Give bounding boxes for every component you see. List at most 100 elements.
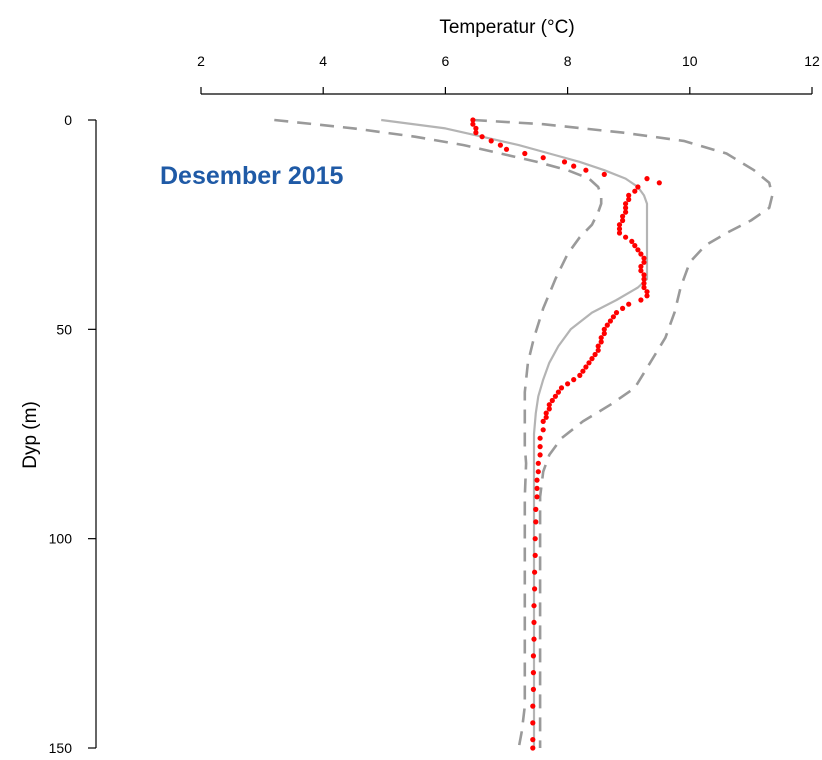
observed-temperature-point [530, 670, 537, 676]
observed-temperature-point [644, 176, 650, 182]
observed-temperature-point [583, 364, 589, 370]
observed-temperature-point [534, 494, 540, 500]
observed-temperature-point [623, 205, 629, 211]
observed-temperature-point [534, 485, 540, 491]
observed-temperature-point [616, 226, 623, 232]
observed-temperature-point [632, 243, 638, 249]
observed-temperature-point [470, 117, 476, 123]
observed-temperature-point [616, 222, 623, 228]
observed-temperature-point [623, 209, 629, 215]
observed-temperature-point [601, 171, 607, 177]
observed-temperature-point [583, 167, 589, 173]
profile-lines-group [274, 118, 774, 749]
x-tick-label: 4 [319, 53, 327, 69]
observed-temperature-point [629, 238, 635, 244]
observed-temperature-point [586, 360, 592, 366]
observed-temperature-point [552, 393, 559, 399]
observed-temperature-point [532, 552, 538, 559]
observed-temperature-point [531, 603, 537, 609]
observed-temperature-point [620, 217, 626, 224]
observed-temperature-point [488, 138, 494, 144]
y-tick-label: 150 [49, 740, 73, 756]
observed-temperature-point [626, 301, 632, 307]
observed-temperature-point [530, 686, 537, 693]
observed-points-group [470, 117, 662, 751]
x-tick-label: 2 [197, 53, 205, 69]
observed-temperature-point [530, 745, 536, 751]
observed-temperature-point [540, 155, 546, 161]
observed-temperature-point [589, 356, 595, 362]
observed-temperature-point [635, 184, 641, 190]
observed-temperature-point [532, 586, 538, 592]
observed-temperature-point [473, 125, 479, 131]
observed-temperature-point [620, 213, 626, 219]
observed-temperature-point [571, 163, 577, 169]
observed-temperature-point [638, 263, 644, 270]
observed-temperature-point [540, 427, 546, 433]
y-tick-label: 100 [49, 531, 73, 547]
observed-temperature-point [620, 305, 626, 311]
observed-temperature-point [533, 506, 539, 512]
observed-temperature-point [530, 653, 537, 659]
observed-temperature-point [598, 335, 604, 341]
x-tick-label: 8 [564, 53, 572, 69]
observed-temperature-point [641, 272, 647, 278]
observed-temperature-point [626, 192, 632, 198]
x-tick-label: 10 [682, 53, 698, 69]
observed-temperature-point [616, 230, 623, 236]
observed-temperature-point [565, 381, 571, 387]
observed-temperature-point [531, 636, 537, 642]
observed-temperature-point [601, 330, 607, 337]
observed-temperature-point [610, 314, 617, 320]
observed-temperature-point [641, 255, 647, 261]
y-axis-title: Dyp (m) [20, 401, 41, 469]
observed-temperature-point [635, 247, 641, 253]
observed-temperature-point [641, 259, 647, 265]
x-tick-label: 12 [804, 53, 820, 69]
mean-profile-line [381, 118, 649, 748]
observed-temperature-point [641, 276, 647, 282]
observed-temperature-point [641, 284, 647, 291]
lower-envelope-line [274, 118, 603, 749]
observed-temperature-point [595, 343, 601, 349]
observed-temperature-point [638, 251, 644, 257]
observed-temperature-point [530, 737, 536, 743]
observed-temperature-point [607, 318, 614, 324]
observed-temperature-point [571, 377, 577, 383]
observed-temperature-point [549, 397, 555, 404]
observed-temperature-point [537, 435, 543, 441]
observed-temperature-point [470, 121, 476, 127]
observed-temperature-point [638, 297, 644, 303]
observed-temperature-point [638, 268, 644, 274]
observed-temperature-point [656, 180, 662, 186]
observed-temperature-point [530, 720, 536, 726]
observed-temperature-point [497, 142, 503, 148]
observed-temperature-point [558, 385, 565, 391]
axes-group: 2 4 6 8 10 12 0 50 100 150 [49, 53, 820, 756]
y-tick-label: 50 [56, 321, 72, 337]
observed-temperature-point [595, 347, 601, 353]
observed-temperature-point [561, 159, 568, 165]
observed-temperature-point [540, 418, 546, 424]
observed-temperature-point [604, 322, 610, 328]
observed-temperature-point [537, 452, 543, 458]
x-axis-title: Temperatur (°C) [439, 17, 574, 38]
observed-temperature-point [535, 469, 541, 475]
observed-temperature-point [533, 519, 539, 525]
observed-temperature-point [592, 351, 598, 358]
upper-envelope-line [472, 118, 774, 748]
observed-temperature-point [644, 293, 650, 299]
observed-temperature-point [613, 310, 620, 316]
observed-temperature-point [626, 196, 632, 203]
observed-temperature-point [601, 326, 607, 332]
observed-temperature-point [531, 619, 537, 626]
observed-temperature-point [632, 188, 638, 194]
observed-temperature-point [473, 130, 479, 136]
observed-temperature-point [641, 280, 647, 286]
observed-temperature-point [479, 134, 485, 140]
observed-temperature-point [543, 414, 549, 420]
observed-temperature-point [543, 410, 549, 416]
observed-temperature-point [623, 234, 629, 240]
chart-annotation: Desember 2015 [160, 162, 344, 190]
